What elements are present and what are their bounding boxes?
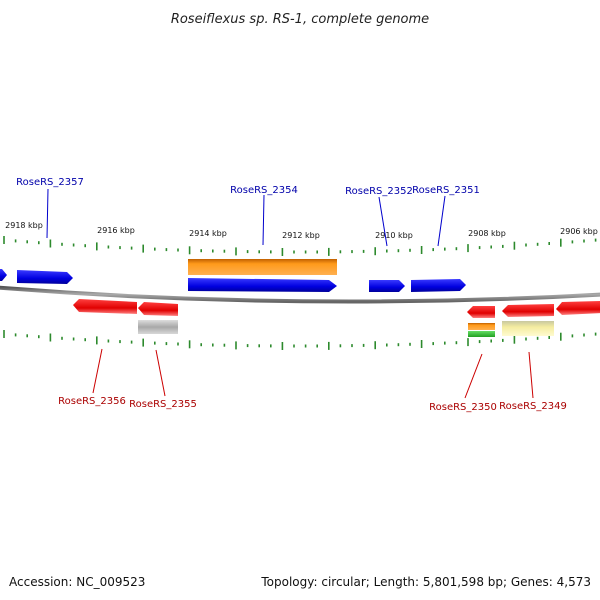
- gene-arrow-roseRS-2356[interactable]: [73, 299, 137, 314]
- gene-label-roseRS-2352[interactable]: RoseRS_2352: [345, 186, 413, 197]
- pseudo-feature-roseRS-2355[interactable]: [138, 320, 178, 334]
- gene-arrow-offscreen-left[interactable]: [0, 269, 7, 281]
- leader-line-roseRS-2352: [378, 196, 388, 247]
- scale-label-2910: 2910 kbp: [375, 231, 413, 240]
- scale-label-2916: 2916 kbp: [97, 226, 135, 235]
- gene-arrow-roseRS-2357[interactable]: [17, 270, 73, 284]
- gene-label-roseRS-2351[interactable]: RoseRS_2351: [412, 185, 480, 196]
- scale-label-2918: 2918 kbp: [5, 221, 43, 230]
- scale-label-2912: 2912 kbp: [282, 231, 320, 240]
- accession-text: Accession: NC_009523: [9, 575, 145, 589]
- gene-label-roseRS-2357[interactable]: RoseRS_2357: [16, 177, 84, 188]
- gene-label-roseRS-2354[interactable]: RoseRS_2354: [230, 185, 298, 196]
- gene-label-roseRS-2356[interactable]: RoseRS_2356: [58, 396, 126, 407]
- scale-label-2914: 2914 kbp: [189, 229, 227, 238]
- rna-feature-roseRS-2350-green[interactable]: [468, 331, 495, 337]
- gene-label-roseRS-2349[interactable]: RoseRS_2349: [499, 401, 567, 412]
- gene-label-roseRS-2350[interactable]: RoseRS_2350: [429, 402, 497, 413]
- reverse-tick-row: [3, 330, 597, 350]
- gene-label-roseRS-2355[interactable]: RoseRS_2355: [129, 399, 197, 410]
- scale-label-2908: 2908 kbp: [468, 229, 506, 238]
- genome-backbone: [0, 285, 600, 304]
- leader-line-roseRS-2356: [92, 348, 103, 394]
- leader-line-roseRS-2350: [464, 353, 483, 399]
- genome-summary-text: Topology: circular; Length: 5,801,598 bp…: [260, 575, 591, 589]
- leader-line-roseRS-2355: [155, 349, 166, 397]
- leader-line-roseRS-2351: [437, 195, 446, 247]
- gene-arrow-roseRS-2355[interactable]: [138, 302, 178, 316]
- feature-roseRS-2349-khaki[interactable]: [502, 321, 554, 336]
- gene-arrow-roseRS-2350[interactable]: [467, 306, 495, 318]
- scale-label-2906: 2906 kbp: [560, 227, 598, 236]
- map-title: Roseiflexus sp. RS-1, complete genome: [171, 12, 429, 27]
- forward-tick-row: [3, 236, 597, 256]
- leader-line-roseRS-2354: [262, 194, 265, 246]
- rna-feature-roseRS-2354[interactable]: [188, 259, 337, 275]
- gene-arrow-roseRS-2354[interactable]: [188, 278, 337, 292]
- gene-arrow-roseRS-2352[interactable]: [369, 280, 405, 292]
- leader-line-roseRS-2357: [46, 188, 49, 239]
- leader-line-roseRS-2349: [528, 351, 534, 399]
- rna-feature-roseRS-2350-orange[interactable]: [468, 323, 495, 330]
- gene-arrow-roseRS-2349[interactable]: [502, 304, 554, 317]
- gene-arrow-offscreen-right[interactable]: [556, 301, 600, 315]
- gene-arrow-roseRS-2351[interactable]: [411, 279, 466, 292]
